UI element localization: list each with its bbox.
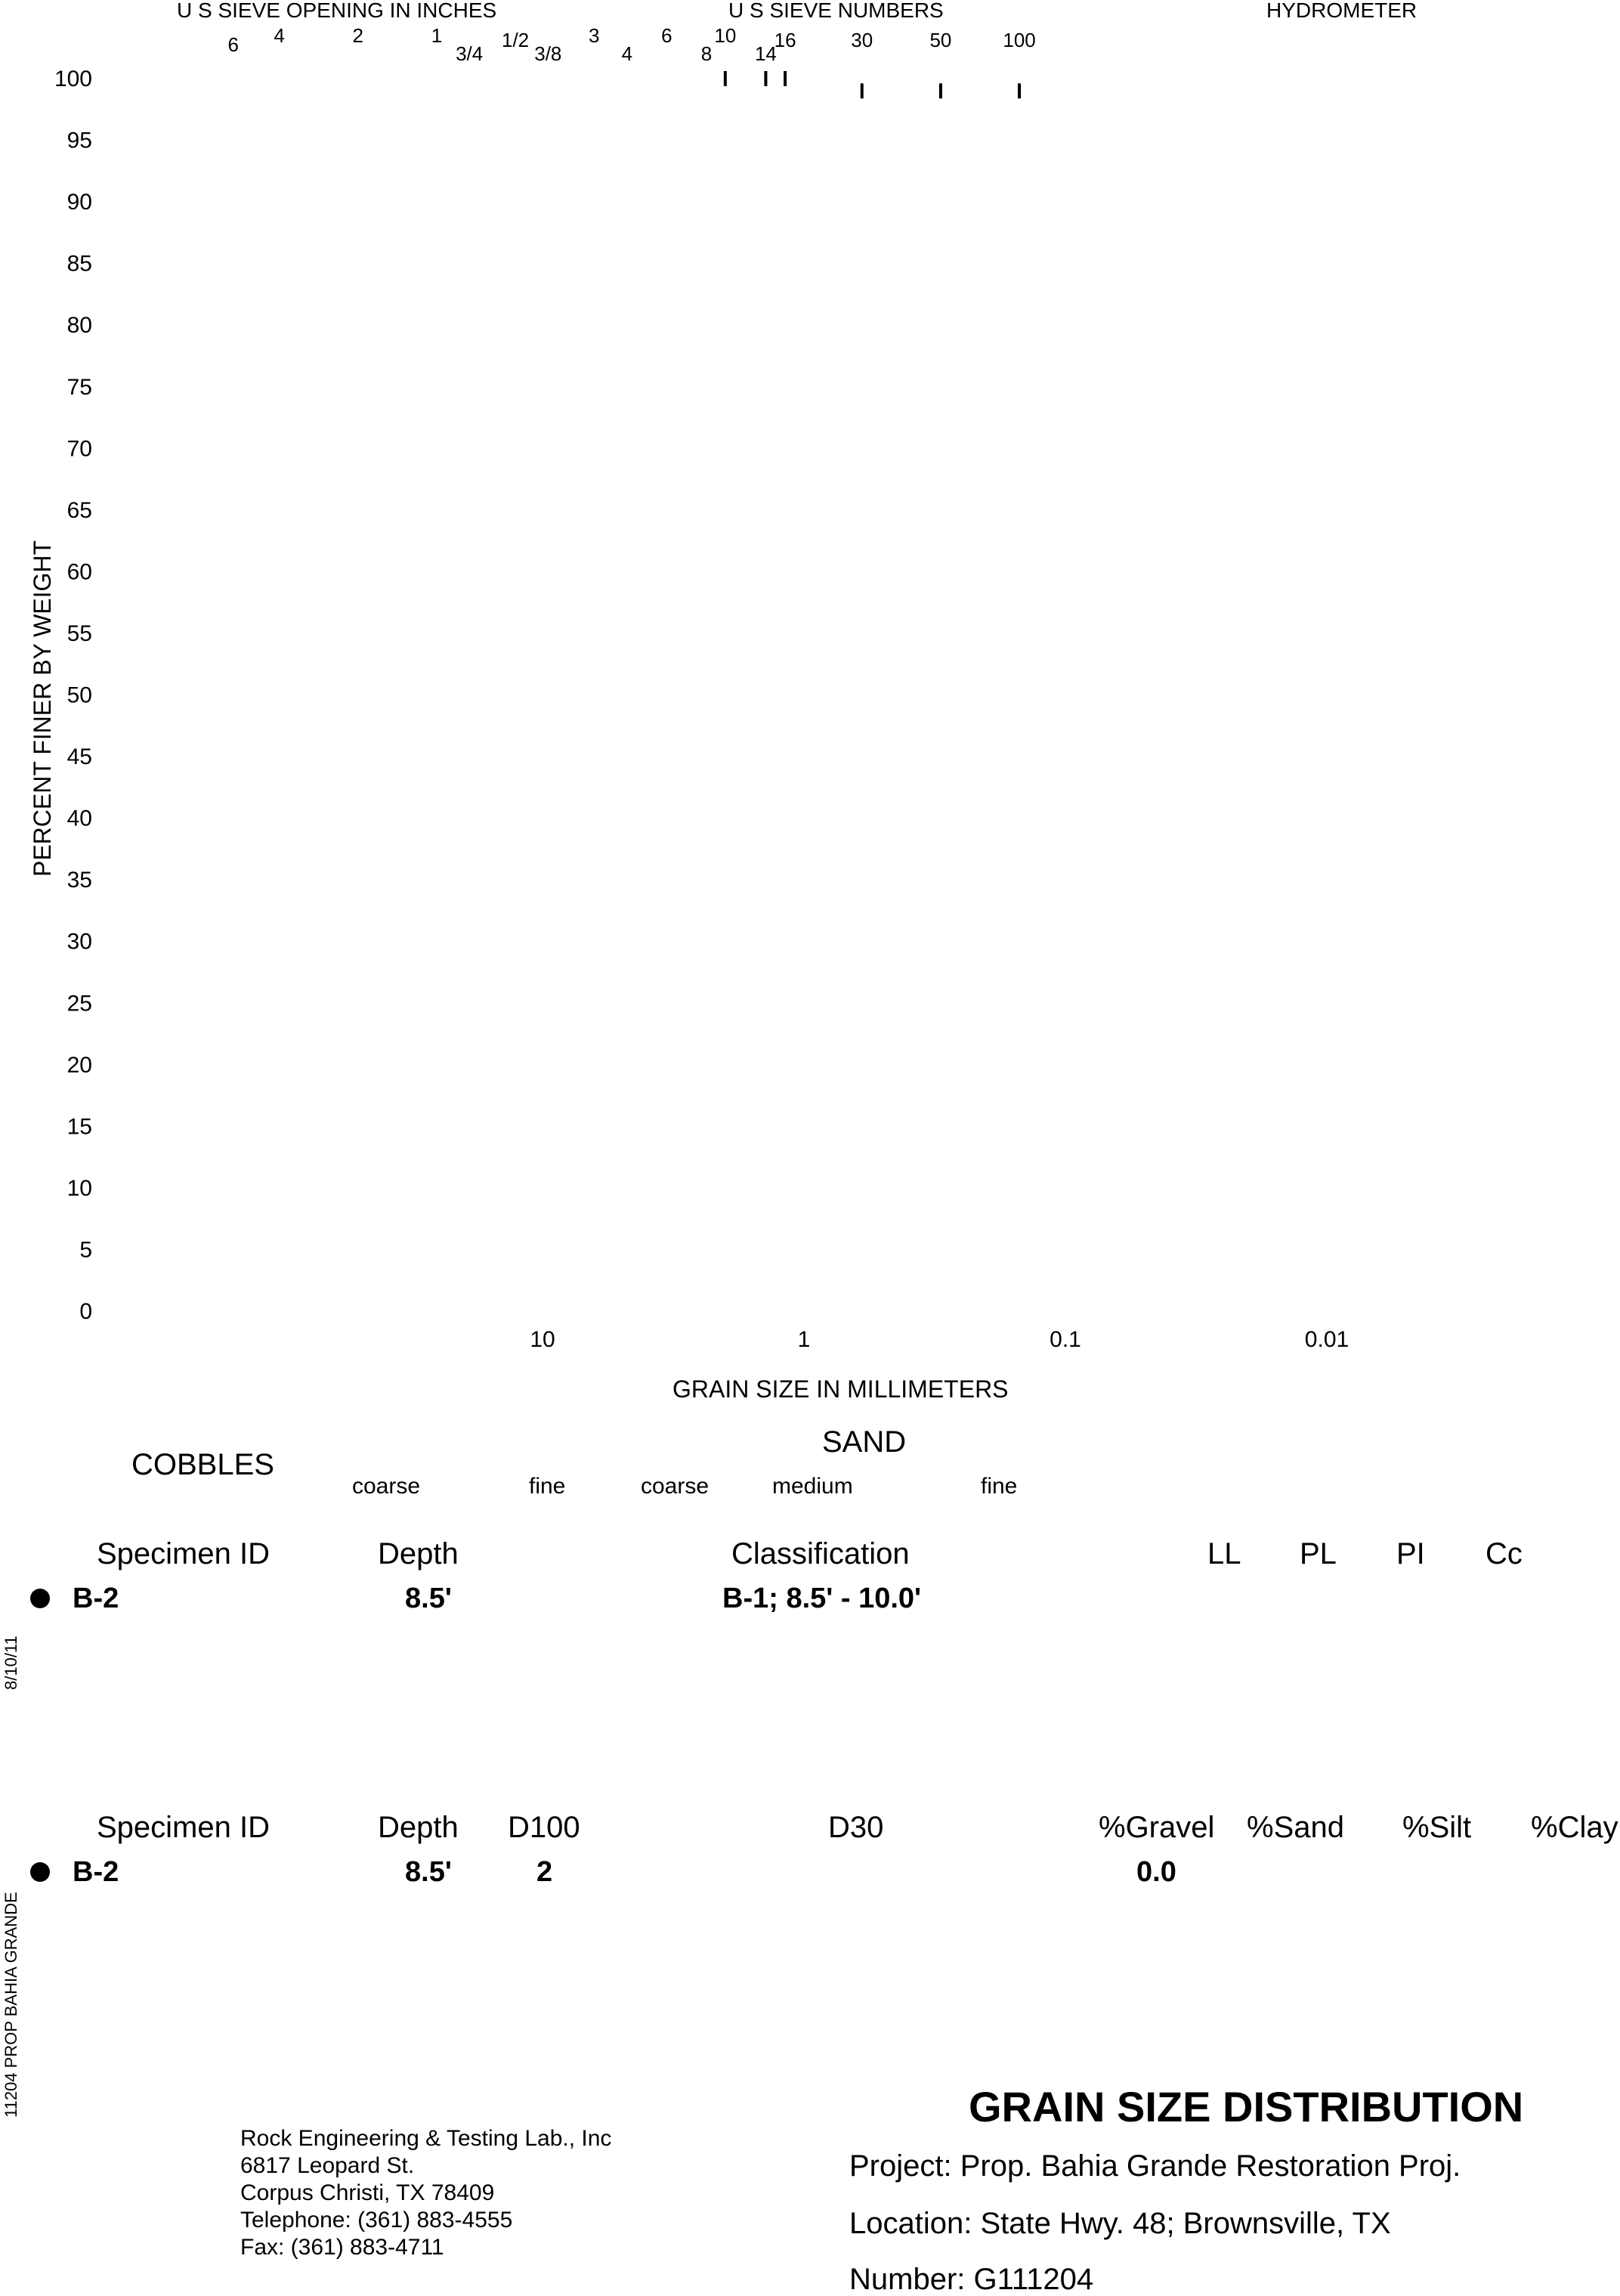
sieve-label: 1/2 bbox=[502, 29, 529, 51]
t1-header-specimen: Specimen ID bbox=[97, 1537, 270, 1570]
lab-address: Rock Engineering & Testing Lab., Inc 681… bbox=[240, 2125, 611, 2261]
sieve-label: 50 bbox=[929, 29, 951, 51]
data-point bbox=[938, 83, 942, 99]
side-date-wrap: 8/10/11 bbox=[2, 1635, 57, 1707]
sieve-label: 100 bbox=[1003, 29, 1035, 51]
grain-size-chart: 1009590858075706560555045403530252015105… bbox=[54, 24, 1349, 1352]
t2-row-gravel: 0.0 bbox=[1136, 1856, 1176, 1888]
x-tick-label: 0.01 bbox=[1305, 1327, 1349, 1352]
y-tick-label: 95 bbox=[67, 128, 92, 153]
y-tick-label: 50 bbox=[67, 683, 92, 708]
lab-fax: Fax: (361) 883-4711 bbox=[240, 2235, 444, 2260]
sieve-label: 16 bbox=[774, 29, 796, 51]
sieve-label: 3/8 bbox=[534, 42, 561, 65]
x-tick-label: 10 bbox=[530, 1327, 555, 1352]
report-project: Project: Prop. Bahia Grande Restoration … bbox=[849, 2149, 1461, 2183]
y-tick-label: 20 bbox=[67, 1053, 92, 1078]
side-file-wrap: 11204 PROP BAHIA GRANDE bbox=[2, 1892, 229, 2134]
y-tick-label: 10 bbox=[67, 1176, 92, 1201]
sieve-label: 2 bbox=[353, 24, 363, 47]
hydrometer-header: HYDROMETER bbox=[1266, 0, 1418, 22]
specimen-marker-icon bbox=[30, 1862, 50, 1882]
zone-sand-fine: fine bbox=[981, 1474, 1018, 1499]
data-point bbox=[764, 71, 768, 86]
t2-row-d100: 2 bbox=[536, 1856, 553, 1888]
y-tick-label: 5 bbox=[79, 1237, 92, 1262]
y-tick-label: 80 bbox=[67, 313, 92, 338]
lab-name: Rock Engineering & Testing Lab., Inc bbox=[240, 2126, 612, 2151]
y-tick-label: 75 bbox=[67, 375, 92, 400]
sieve-label: 3 bbox=[589, 24, 599, 47]
sieve-numbers-header: U S SIEVE NUMBERS bbox=[728, 0, 944, 22]
y-tick-label: 90 bbox=[67, 190, 92, 215]
y-tick-label: 60 bbox=[67, 559, 92, 584]
y-tick-label: 35 bbox=[67, 868, 92, 893]
x-tick-label: 0.1 bbox=[1050, 1327, 1081, 1352]
t2-header-gravel: %Gravel bbox=[1099, 1811, 1215, 1844]
sieve-label: 6 bbox=[661, 24, 672, 47]
y-tick-label: 25 bbox=[67, 991, 92, 1016]
zone-sand: SAND bbox=[822, 1425, 907, 1459]
t2-header-specimen: Specimen ID bbox=[97, 1811, 270, 1844]
side-date: 8/10/11 bbox=[2, 1635, 20, 1690]
report-number: Number: G111204 bbox=[849, 2263, 1094, 2296]
specimen-marker-icon bbox=[30, 1589, 50, 1608]
t1-header-pi: PI bbox=[1396, 1537, 1425, 1570]
zone-sand-medium: medium bbox=[772, 1474, 853, 1499]
t1-header-ll: LL bbox=[1207, 1537, 1241, 1570]
t2-header-sand: %Sand bbox=[1247, 1811, 1344, 1844]
sieve-label: 3/4 bbox=[456, 42, 483, 65]
sieve-label: 30 bbox=[851, 29, 873, 51]
sieve-label: 4 bbox=[274, 24, 284, 47]
y-tick-label: 65 bbox=[67, 498, 92, 523]
y-tick-label: 15 bbox=[67, 1114, 92, 1139]
y-tick-label: 0 bbox=[79, 1299, 92, 1324]
data-point bbox=[1018, 83, 1022, 99]
lab-city: Corpus Christi, TX 78409 bbox=[240, 2180, 495, 2205]
report-location: Location: State Hwy. 48; Brownsville, TX bbox=[849, 2207, 1391, 2240]
x-axis-title: GRAIN SIZE IN MILLIMETERS bbox=[672, 1375, 1009, 1403]
y-tick-label: 55 bbox=[67, 621, 92, 646]
t1-header-depth: Depth bbox=[378, 1537, 459, 1570]
t2-row-specimen: B-2 bbox=[73, 1856, 119, 1888]
zone-cobbles: COBBLES bbox=[131, 1448, 274, 1481]
t1-row-specimen: B-2 bbox=[73, 1583, 119, 1614]
y-tick-label: 85 bbox=[67, 252, 92, 277]
sieve-label: 6 bbox=[227, 33, 238, 56]
y-tick-label: 45 bbox=[67, 744, 92, 769]
t1-header-classification: Classification bbox=[731, 1537, 910, 1570]
y-tick-label: 30 bbox=[67, 930, 92, 955]
sieve-label: 14 bbox=[755, 42, 777, 65]
sieve-label: 1 bbox=[431, 24, 442, 47]
y-tick-label: 40 bbox=[67, 806, 92, 831]
zone-sand-coarse: coarse bbox=[641, 1474, 710, 1499]
zone-gravel-coarse: coarse bbox=[352, 1474, 421, 1499]
data-point bbox=[860, 83, 864, 99]
zone-gravel-fine: fine bbox=[529, 1474, 566, 1499]
t2-header-d30: D30 bbox=[828, 1811, 884, 1844]
t2-header-d100: D100 bbox=[508, 1811, 580, 1844]
sieve-label: 10 bbox=[714, 24, 736, 47]
t2-header-depth: Depth bbox=[378, 1811, 459, 1844]
t1-header-cc: Cc bbox=[1486, 1537, 1523, 1570]
t1-row-depth: 8.5' bbox=[405, 1583, 452, 1614]
sieve-label: 8 bbox=[701, 42, 712, 65]
x-tick-label: 1 bbox=[798, 1327, 811, 1352]
t2-header-silt: %Silt bbox=[1402, 1811, 1472, 1844]
y-tick-label: 100 bbox=[54, 67, 92, 91]
y-tick-label: 70 bbox=[67, 436, 92, 461]
t2-header-clay: %Clay bbox=[1531, 1811, 1618, 1844]
t2-row-depth: 8.5' bbox=[405, 1856, 452, 1888]
report-title: GRAIN SIZE DISTRIBUTION bbox=[969, 2083, 1524, 2130]
t1-header-pl: PL bbox=[1300, 1537, 1337, 1570]
data-point bbox=[784, 71, 787, 86]
side-file: 11204 PROP BAHIA GRANDE bbox=[2, 1892, 20, 2118]
lab-street: 6817 Leopard St. bbox=[240, 2153, 415, 2178]
data-point bbox=[723, 71, 727, 86]
lab-telephone: Telephone: (361) 883-4555 bbox=[240, 2208, 513, 2233]
sieve-label: 4 bbox=[622, 42, 632, 65]
t1-row-classification: B-1; 8.5' - 10.0' bbox=[722, 1583, 922, 1614]
sieve-inches-header: U S SIEVE OPENING IN INCHES bbox=[177, 0, 497, 22]
